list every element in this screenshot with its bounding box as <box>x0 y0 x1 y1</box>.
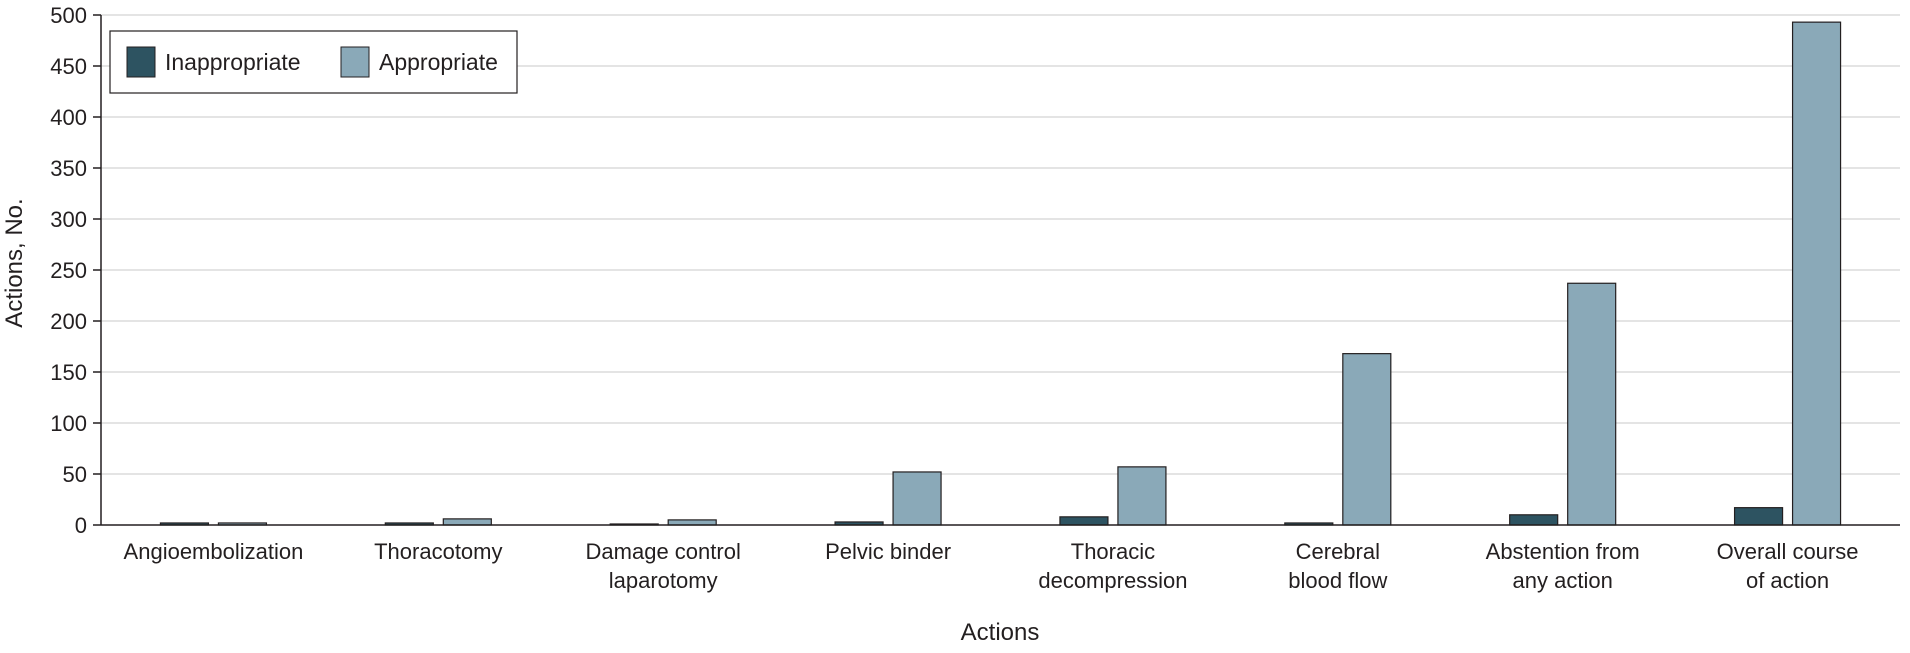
y-tick-label: 450 <box>50 54 87 79</box>
x-category-label: of action <box>1746 568 1829 593</box>
bar-inappropriate-6 <box>1509 514 1559 526</box>
y-tick-label: 400 <box>50 105 87 130</box>
bars <box>159 21 1842 526</box>
x-category-label: any action <box>1513 568 1613 593</box>
y-tick-label: 0 <box>75 513 87 538</box>
y-tick-label: 300 <box>50 207 87 232</box>
y-tick-label: 100 <box>50 411 87 436</box>
bar-inappropriate-4 <box>1059 516 1109 526</box>
x-category-label: Damage control <box>586 539 741 564</box>
bar-inappropriate-7 <box>1733 507 1784 526</box>
legend: Inappropriate Appropriate <box>109 30 518 94</box>
x-category-label: Thoracic <box>1071 539 1155 564</box>
bar-appropriate-7 <box>1791 21 1842 526</box>
y-tick-label: 250 <box>50 258 87 283</box>
bar-appropriate-2 <box>667 519 717 526</box>
y-tick-label: 200 <box>50 309 87 334</box>
y-tick-label: 50 <box>63 462 87 487</box>
x-category-label: blood flow <box>1288 568 1387 593</box>
gridlines <box>101 14 1900 475</box>
x-category-label: Thoracotomy <box>374 539 502 564</box>
y-tick-label: 150 <box>50 360 87 385</box>
legend-box <box>109 30 518 94</box>
x-category-label: laparotomy <box>609 568 718 593</box>
y-tick-label: 350 <box>50 156 87 181</box>
x-axis-category-labels: Angioembolization Thoracotomy Damage contr… <box>124 539 1859 593</box>
legend-label-appropriate: Appropriate <box>379 49 498 75</box>
x-category-label: Pelvic binder <box>825 539 951 564</box>
x-category-label: Cerebral <box>1296 539 1380 564</box>
legend-swatch-appropriate <box>340 46 370 78</box>
x-axis-title: Actions <box>961 619 1040 646</box>
x-category-label: Overall course <box>1717 539 1859 564</box>
legend-label-inappropriate: Inappropriate <box>165 49 301 75</box>
x-category-label: decompression <box>1038 568 1187 593</box>
axes <box>100 15 1900 526</box>
bar-appropriate-6 <box>1567 282 1617 526</box>
y-tick-label: 500 <box>50 3 87 28</box>
y-axis-title: Actions, No. <box>1 198 28 327</box>
bar-appropriate-4 <box>1117 466 1167 526</box>
x-category-label: Angioembolization <box>124 539 304 564</box>
legend-swatch-inappropriate <box>126 46 156 78</box>
y-axis-ticks: 0 50 100 150 200 250 300 350 400 450 500 <box>50 3 101 538</box>
bar-appropriate-3 <box>892 471 942 526</box>
x-category-label: Abstention from <box>1486 539 1640 564</box>
bar-appropriate-5 <box>1342 353 1392 526</box>
bar-appropriate-1 <box>442 518 492 526</box>
